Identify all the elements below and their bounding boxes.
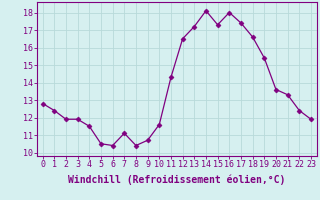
- X-axis label: Windchill (Refroidissement éolien,°C): Windchill (Refroidissement éolien,°C): [68, 175, 285, 185]
